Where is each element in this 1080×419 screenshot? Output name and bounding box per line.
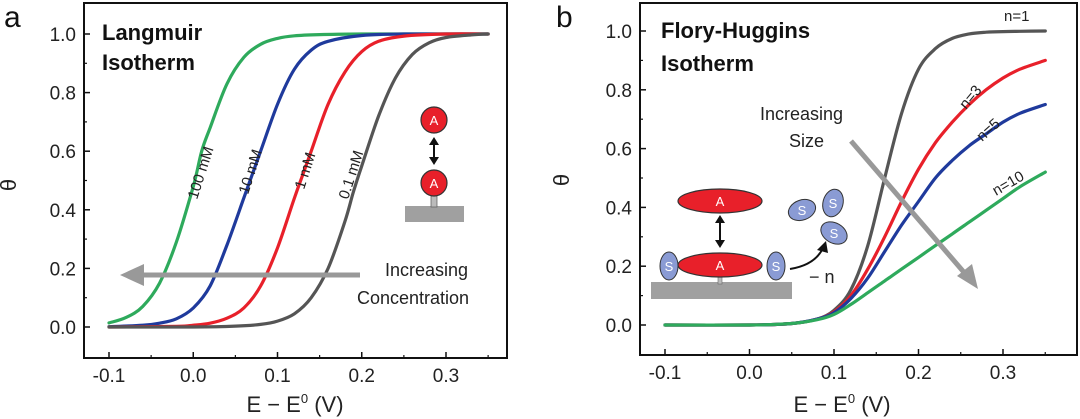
x-tick-label: 0.2 — [905, 363, 931, 384]
y-tick-label: 0.2 — [50, 259, 76, 280]
y-tick-label: 0.4 — [50, 201, 77, 222]
y-tick-label: 0.4 — [606, 198, 633, 219]
y-tick-label: 1.0 — [606, 22, 632, 43]
x-axis-label: E − E0 (V) — [246, 391, 343, 417]
solvent-glyph: S — [798, 203, 807, 218]
curve-label-10mM: 10 mM — [236, 147, 266, 196]
fh-schematic: A A S S S S S − n — [651, 188, 848, 299]
y-tick-label: 0.0 — [50, 318, 76, 339]
x-axis-label-sup: 0 — [301, 391, 308, 406]
arrow-label-line-2: Concentration — [357, 288, 469, 308]
y-tick-label: 0.8 — [50, 84, 76, 105]
molecule-glyph-free: A — [716, 194, 725, 209]
x-tick-label: 0.2 — [349, 366, 375, 387]
solvent-molecule — [820, 221, 848, 245]
plot-title-line-1: Langmuir — [102, 20, 203, 45]
solvent-molecule — [822, 188, 844, 218]
stoichiometry-label: − n — [809, 267, 835, 287]
molecule-glyph-free: A — [430, 113, 439, 128]
equilibrium-arrow-icon — [429, 137, 439, 165]
plot-title-line-2: Isotherm — [661, 51, 754, 76]
x-axis-label-main: E − E — [246, 392, 300, 417]
increasing-size-arrow — [849, 139, 978, 289]
curve-label-n3: n=3 — [956, 82, 985, 112]
y-axis-label: θ — [549, 174, 574, 186]
adsorbed-molecule — [420, 169, 448, 197]
series-line-n=10 — [663, 170, 1047, 327]
curve-label-0.1mM: 0.1 mM — [336, 148, 368, 201]
series-line-0.1mM — [107, 32, 490, 329]
solvent-glyph: S — [772, 259, 781, 274]
solvent-molecule — [787, 198, 817, 222]
curve-label-n1: n=1 — [1004, 8, 1029, 25]
x-tick-label: -0.1 — [93, 366, 126, 387]
x-tick-label: 0.1 — [821, 363, 847, 384]
panel-b: b -0.1 0.0 0.1 0.2 0.3 0.0 0.2 0.4 0.6 0.8 1.0 A A… — [549, 1, 1078, 417]
equilibrium-arrow-icon — [715, 215, 725, 248]
arrow-label-line-1: Increasing — [385, 260, 468, 280]
x-axis-label-sup: 0 — [848, 391, 855, 406]
solvent-glyph: S — [830, 226, 839, 241]
curves — [107, 32, 490, 329]
panel-a: a -0.1 0.0 0.1 0.2 0.3 0.0 0.2 0.4 0.6 0.8 1.0 Lan… — [0, 1, 508, 417]
adsorption-schematic: A A — [405, 106, 464, 222]
panel-label-a: a — [4, 1, 21, 34]
x-axis-label-unit: (V) — [308, 392, 343, 417]
arrow-label-line-1: Increasing — [760, 104, 843, 124]
free-molecule — [677, 188, 763, 214]
x-axis-label-main: E − E — [793, 392, 847, 417]
y-tick-label: 1.0 — [50, 25, 76, 46]
desorption-arrowhead-icon — [817, 241, 828, 253]
x-axis-label: E − E0 (V) — [793, 391, 890, 417]
electrode-surface — [651, 282, 792, 299]
panel-label-b: b — [556, 1, 573, 34]
solvent-molecule — [659, 251, 679, 281]
linker — [430, 195, 438, 208]
x-tick-label: 0.3 — [433, 366, 459, 387]
series-line-10mM — [107, 32, 490, 329]
curve-label-100mM: 100 mM — [185, 144, 218, 201]
axis-ticks: -0.1 0.0 0.1 0.2 0.3 0.0 0.2 0.4 0.6 0.8 1.0 — [50, 25, 489, 387]
y-tick-label: 0.8 — [606, 81, 632, 102]
plot-title-line-2: Isotherm — [102, 50, 195, 75]
x-tick-label: 0.3 — [990, 363, 1016, 384]
x-tick-label: 0.0 — [736, 363, 762, 384]
free-molecule — [420, 106, 448, 134]
curve-label-1mM: 1 mM — [292, 150, 320, 191]
plot-frame — [639, 2, 1078, 356]
arrow-label-line-2: Size — [789, 131, 824, 151]
electrode-surface — [405, 206, 464, 222]
solvent-glyph: S — [665, 259, 674, 274]
solvent-glyph: S — [829, 196, 838, 211]
x-tick-label: 0.1 — [264, 366, 290, 387]
x-tick-label: -0.1 — [649, 363, 682, 384]
y-tick-label: 0.6 — [50, 142, 76, 163]
molecule-glyph-adsorbed: A — [716, 258, 725, 273]
x-axis-label-unit: (V) — [855, 392, 890, 417]
y-tick-label: 0.2 — [606, 257, 632, 278]
plot-title-line-1: Flory-Huggins — [661, 18, 810, 43]
solvent-molecule — [766, 251, 786, 281]
increasing-concentration-arrow — [120, 264, 360, 286]
axis-ticks: -0.1 0.0 0.1 0.2 0.3 0.0 0.2 0.4 0.6 0.8 1.0 — [606, 22, 1046, 384]
y-axis-label: θ — [0, 179, 21, 191]
y-tick-label: 0.6 — [606, 140, 632, 161]
x-tick-label: 0.0 — [180, 366, 206, 387]
molecule-glyph-adsorbed: A — [430, 176, 439, 191]
series-line-1mM — [107, 32, 490, 329]
desorption-arrow-icon — [789, 247, 824, 270]
y-tick-label: 0.0 — [606, 316, 632, 337]
